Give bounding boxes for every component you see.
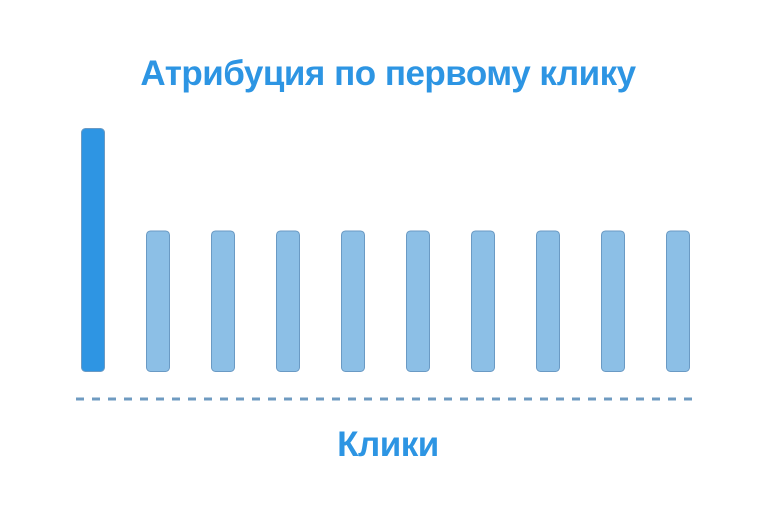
bar-7 (471, 230, 495, 372)
bar-3 (211, 230, 235, 372)
x-axis-label: Клики (337, 425, 439, 464)
bar-4 (276, 230, 300, 372)
bar-6 (406, 230, 430, 372)
bar-2 (146, 230, 170, 372)
bar-5 (341, 230, 365, 372)
bar-8 (536, 230, 560, 372)
chart-title: Атрибуция по первому клику (140, 54, 636, 93)
bar-10 (666, 230, 690, 372)
bar-9 (601, 230, 625, 372)
bar-1 (81, 128, 105, 372)
